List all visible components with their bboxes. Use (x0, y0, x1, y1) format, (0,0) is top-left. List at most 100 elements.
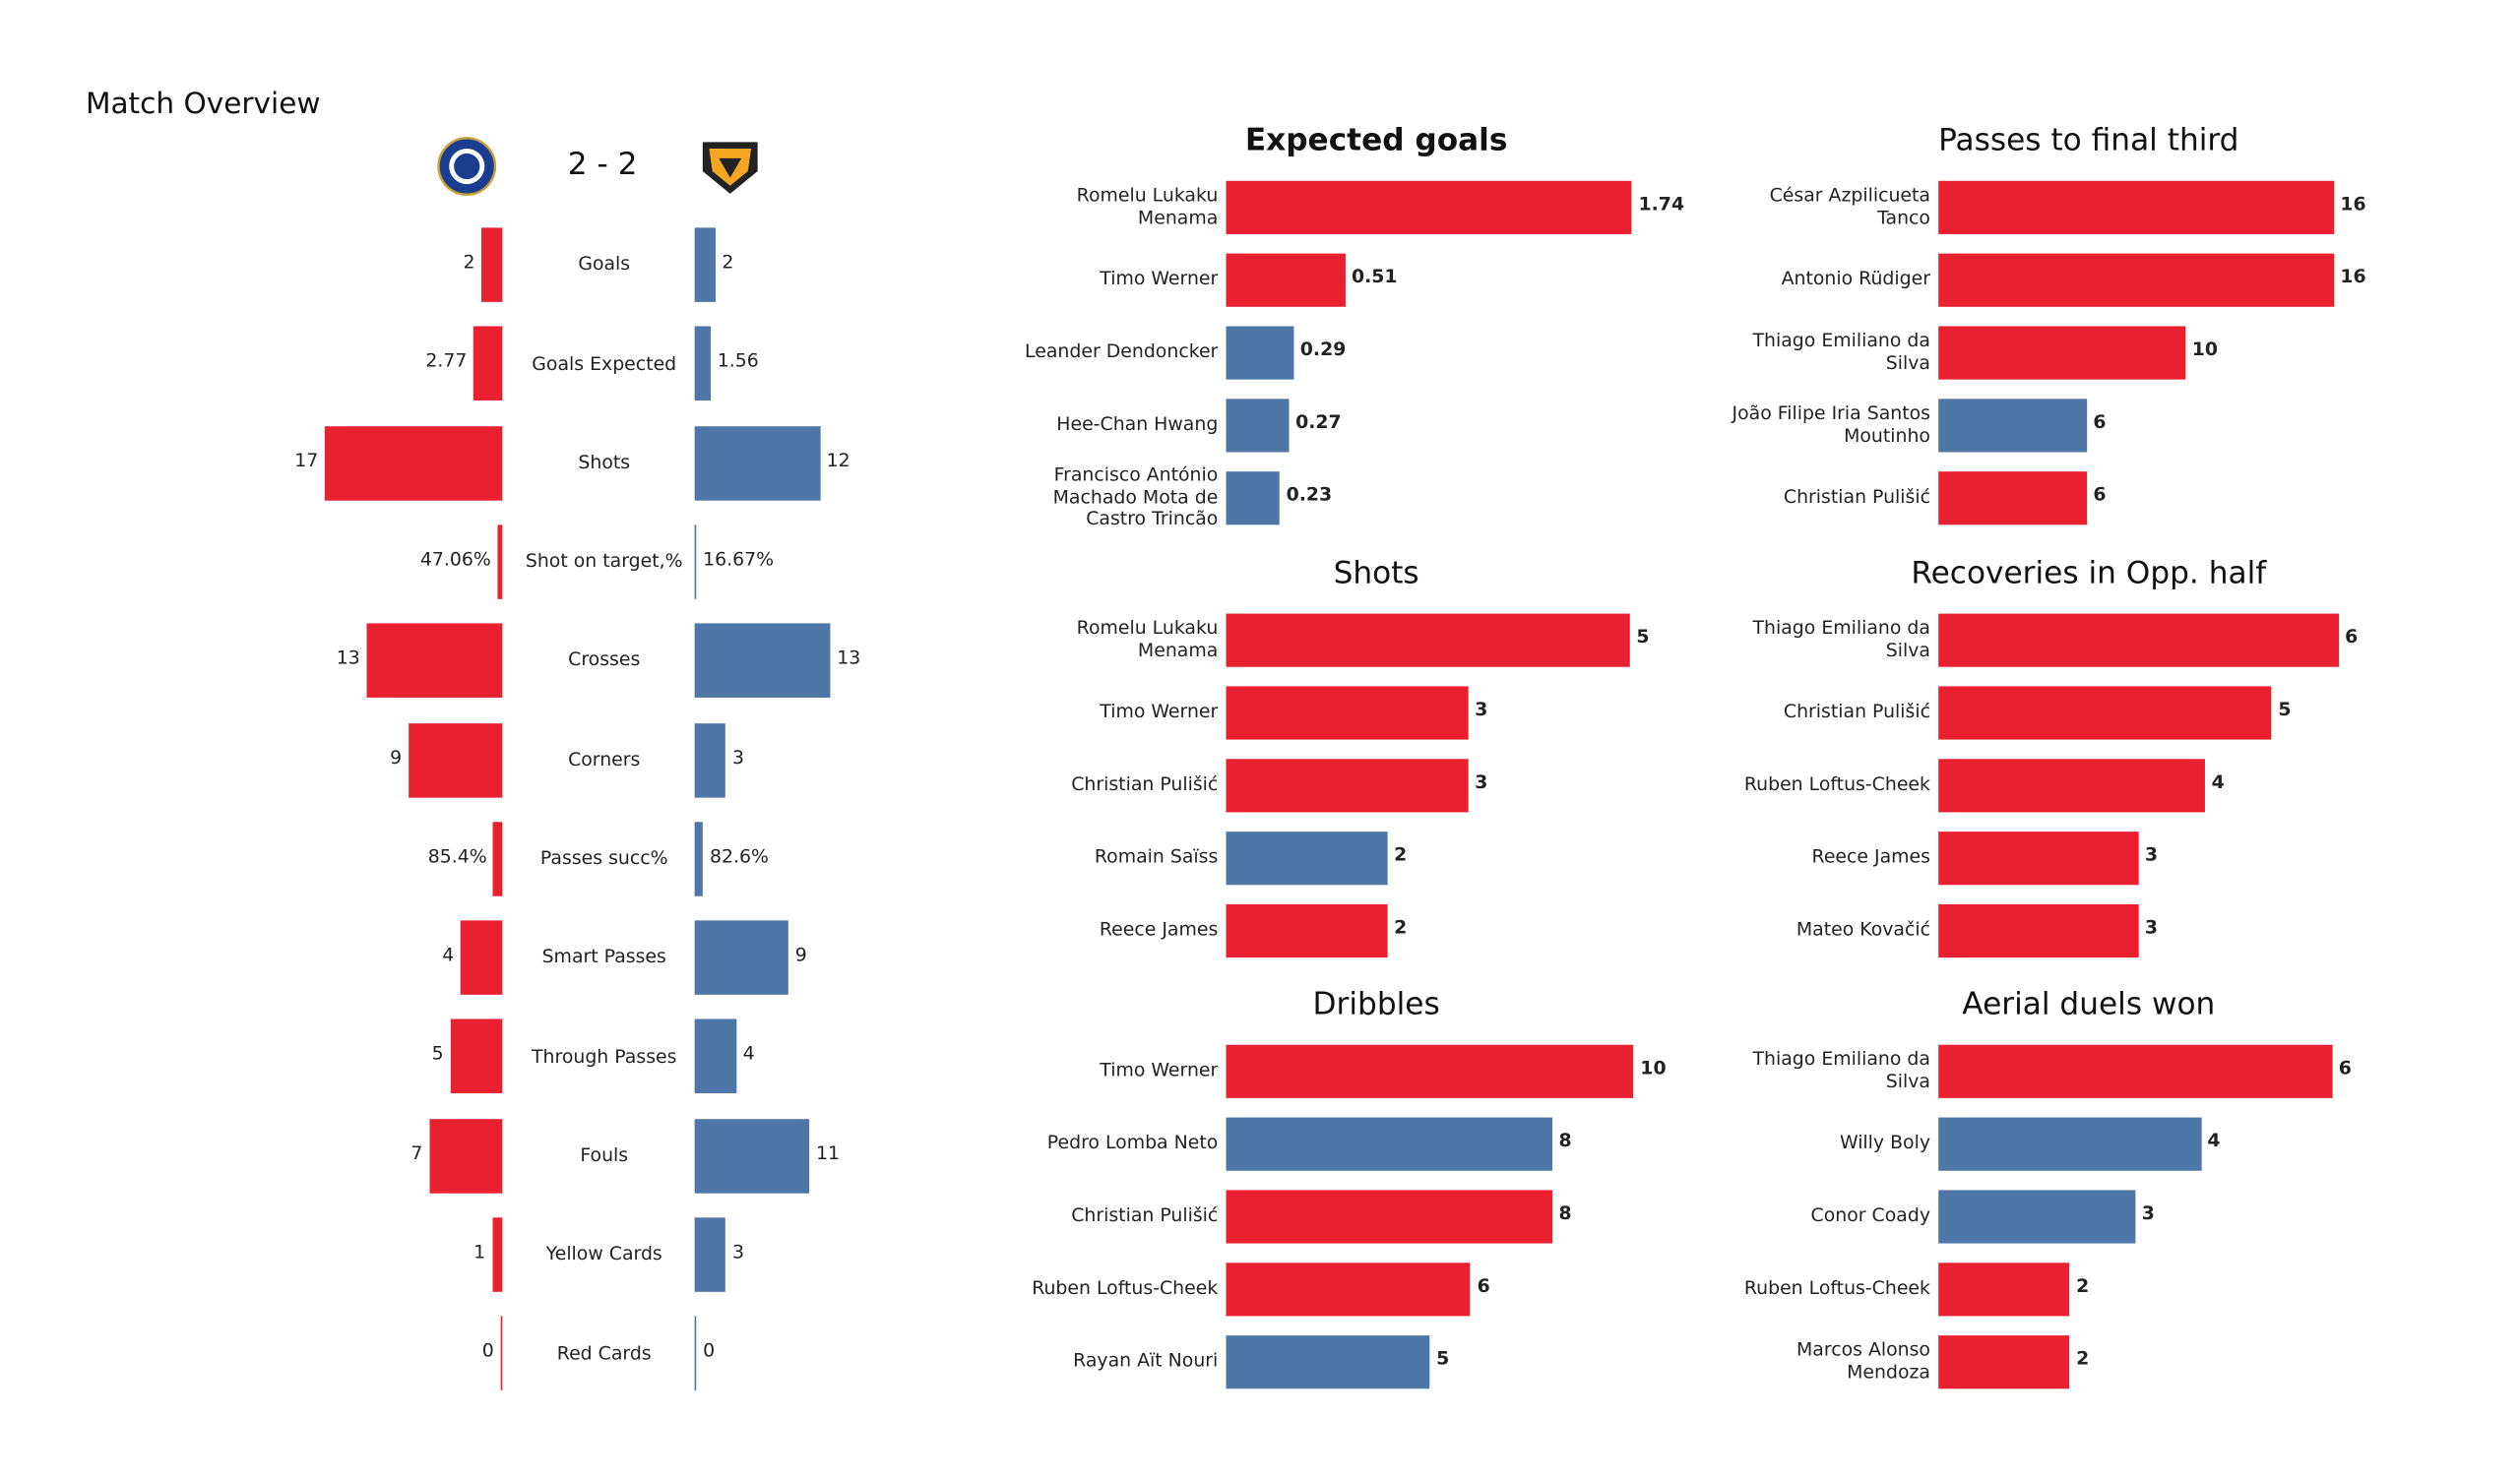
value-label: 2 (2076, 1273, 2090, 1297)
y-tick-label: César Azpilicueta Tanco (1769, 183, 1930, 228)
value-label: 4 (2211, 770, 2225, 793)
value-label: 1.74 (1638, 192, 1685, 216)
value-label: 5 (431, 1042, 444, 1066)
bar (694, 821, 704, 896)
y-tick-label: Thiago Emiliano da Silva (1752, 1047, 1930, 1092)
y-tick-label: Timo Werner (1100, 267, 1219, 290)
bar (1938, 831, 2139, 885)
y-tick-label: Thiago Emiliano da Silva (1752, 616, 1930, 661)
bar (1938, 612, 2339, 666)
bar (1938, 1189, 2136, 1243)
bar (1938, 1043, 2333, 1098)
value-label: 8 (1558, 1201, 1572, 1224)
y-tick-label: Reece James (1099, 917, 1219, 941)
bar (1226, 685, 1469, 739)
category-label: Through Passes (531, 1044, 677, 1068)
value-label: 1 (473, 1240, 486, 1264)
y-tick-label: Leander Dendoncker (1025, 339, 1219, 362)
y-tick-label: Hee-Chan Hwang (1056, 411, 1219, 435)
value-label: 3 (1475, 697, 1488, 720)
value-label: 1.56 (717, 348, 759, 372)
bar (408, 722, 503, 797)
bar (481, 227, 503, 302)
value-label: 3 (2144, 915, 2159, 939)
chart-title: Expected goals (1244, 122, 1508, 158)
bar (694, 920, 789, 996)
value-label: 12 (826, 448, 850, 471)
bar (1938, 1116, 2201, 1170)
value-label: 0 (481, 1338, 494, 1362)
bar (1226, 1043, 1634, 1098)
value-label: 6 (2345, 625, 2359, 648)
bar (694, 722, 726, 797)
y-tick-label: Romelu Lukaku Menama (1076, 183, 1219, 228)
y-tick-label: Romelu Lukaku Menama (1076, 616, 1219, 661)
y-tick-label: Christian Pulišić (1783, 699, 1930, 722)
value-label: 0 (703, 1338, 716, 1362)
value-label: 3 (2144, 842, 2159, 866)
value-label: 2 (722, 250, 734, 274)
category-label: Shots (578, 450, 631, 473)
y-tick-label: Christian Pulišić (1783, 484, 1930, 508)
value-label: 3 (732, 1240, 745, 1264)
value-label: 10 (1640, 1056, 1667, 1079)
bar (694, 326, 712, 401)
bar (1226, 325, 1294, 379)
value-label: 2 (1394, 915, 1408, 939)
bar (694, 623, 831, 699)
value-label: 4 (742, 1042, 755, 1066)
y-tick-label: Christian Pulišić (1071, 771, 1219, 795)
value-label: 6 (2093, 482, 2107, 506)
bar (1938, 903, 2139, 957)
home-logo (437, 137, 497, 196)
bar (1226, 179, 1632, 234)
value-label: 9 (794, 943, 807, 966)
value-label: 2.77 (425, 348, 468, 372)
bar (1938, 325, 2186, 379)
bar (1226, 903, 1388, 957)
y-tick-label: Ruben Loftus-Cheek (1032, 1275, 1219, 1299)
value-label: 3 (732, 745, 745, 769)
value-label: 3 (1475, 770, 1488, 793)
y-tick-label: Marcos Alonso Mendoza (1796, 1337, 1930, 1383)
y-tick-label: Timo Werner (1100, 1058, 1219, 1081)
value-label: 16 (2340, 192, 2366, 216)
value-label: 47.06% (419, 547, 491, 571)
chart-title: Dribbles (1312, 986, 1440, 1022)
bar (472, 326, 503, 401)
y-tick-label: Reece James (1811, 844, 1930, 868)
category-label: Corners (568, 747, 641, 771)
value-label: 9 (390, 745, 403, 769)
y-tick-label: Ruben Loftus-Cheek (1743, 771, 1930, 795)
y-tick-label: Thiago Emiliano da Silva (1752, 328, 1930, 374)
y-tick-label: Antonio Rüdiger (1781, 267, 1930, 290)
bar (493, 821, 503, 896)
value-label: 16 (2340, 265, 2366, 288)
bar (324, 425, 503, 501)
bar (450, 1019, 503, 1094)
bar (366, 623, 503, 699)
y-tick-label: Romain Saïss (1094, 844, 1219, 868)
bar (491, 1217, 503, 1292)
chart-title: Aerial duels won (1962, 986, 2216, 1022)
bar (694, 425, 821, 501)
value-label: 2 (2076, 1346, 2090, 1370)
value-label: 7 (410, 1141, 423, 1164)
value-label: 2 (463, 250, 475, 274)
bar (460, 920, 503, 996)
y-tick-label: Mateo Kovačić (1796, 917, 1930, 941)
y-tick-label: Willy Boly (1839, 1131, 1930, 1154)
bar (497, 524, 503, 599)
category-label: Goals (578, 252, 631, 276)
value-label: 11 (815, 1141, 841, 1164)
value-label: 8 (1558, 1129, 1572, 1152)
value-label: 0.51 (1351, 265, 1398, 288)
bar (1938, 758, 2206, 812)
value-label: 13 (837, 646, 861, 669)
value-label: 2 (1394, 842, 1408, 866)
y-tick-label: Rayan Aït Nouri (1073, 1348, 1219, 1372)
bar (1226, 398, 1290, 452)
bar (1226, 252, 1346, 306)
bar (1226, 758, 1469, 812)
y-tick-label: Christian Pulišić (1071, 1202, 1219, 1226)
